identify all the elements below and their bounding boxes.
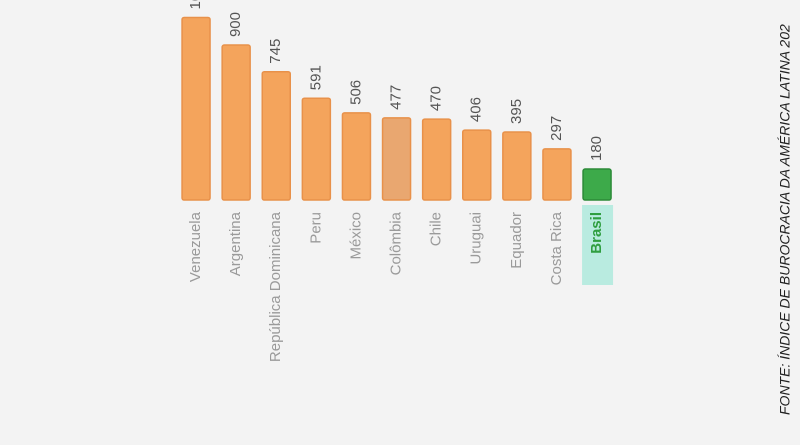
bar: [381, 117, 412, 201]
value-label: 406: [468, 97, 485, 122]
x-tick-label: Peru: [307, 212, 324, 244]
bar: [421, 118, 452, 201]
value-label: 900: [227, 12, 244, 37]
value-label: 470: [428, 86, 445, 111]
bar: [181, 16, 211, 201]
bar: [502, 131, 532, 201]
source: FONTE: ÍNDICE DE BUROCRACIA DA AMÉRICA L…: [777, 24, 793, 415]
value-label: 297: [548, 116, 565, 141]
x-tick-label: Venezuela: [187, 211, 204, 282]
value-label: 745: [267, 39, 284, 64]
bar: [582, 168, 612, 201]
value-label: 591: [307, 65, 324, 90]
highlight-box: [582, 205, 614, 285]
x-tick-label: Costa Rica: [548, 211, 565, 285]
x-tick-label: México: [347, 212, 364, 260]
x-tick-label: Chile: [428, 212, 445, 246]
bar: [462, 129, 492, 201]
x-tick-label: Brasil: [588, 212, 605, 254]
x-tick-label: Colômbia: [388, 211, 405, 275]
x-tick-label: Argentina: [227, 211, 244, 276]
x-tick-label: Uruguai: [468, 212, 485, 265]
bar: [221, 44, 251, 201]
value-label: 395: [508, 99, 525, 124]
x-tick-label: Equador: [508, 212, 525, 269]
value-label: 1060: [187, 0, 204, 9]
bar: [341, 112, 372, 201]
bar: [261, 70, 291, 201]
x-tick-label: República Dominicana: [267, 211, 284, 362]
value-label: 477: [388, 85, 405, 110]
value-label: 180: [588, 136, 605, 161]
bar: [542, 148, 572, 201]
bar: [301, 97, 332, 201]
value-label: 506: [347, 80, 364, 105]
